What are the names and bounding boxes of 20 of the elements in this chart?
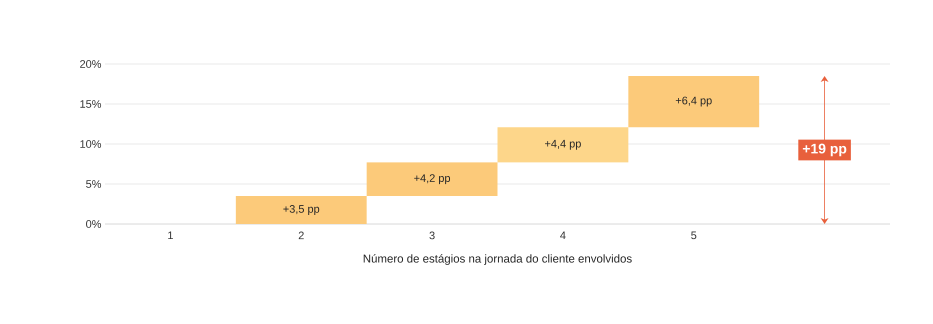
y-tick-label: 20% <box>80 60 102 68</box>
bar <box>366 162 498 196</box>
y-tick-label: 5% <box>86 180 102 188</box>
x-tick-label: 4 <box>560 232 566 240</box>
x-axis-title: Número de estágios na jornada do cliente envolvidos <box>364 254 632 265</box>
x-tick-label: 1 <box>168 232 173 240</box>
data-label: +4,4 pp <box>545 140 581 150</box>
data-label: +6,4 pp <box>676 96 712 107</box>
data-label: +3,5 pp <box>283 205 320 215</box>
x-tick-label: 2 <box>298 232 304 240</box>
y-tick-label: 10% <box>80 140 102 148</box>
x-tick-label: 5 <box>691 232 696 240</box>
bar <box>628 76 760 128</box>
y-tick-label: 15% <box>80 100 102 108</box>
bar <box>498 127 628 162</box>
y-tick-label: 0% <box>86 220 102 228</box>
x-tick-label: 3 <box>429 232 435 240</box>
bar <box>236 196 367 224</box>
data-label: +4,2 pp <box>414 174 450 184</box>
annotation: +19 pp <box>802 144 846 156</box>
